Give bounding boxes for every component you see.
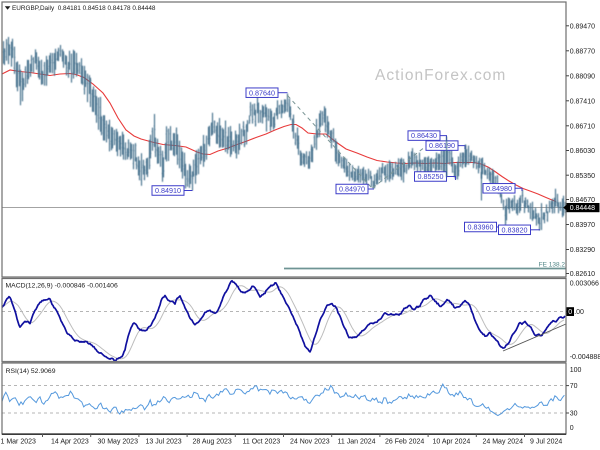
svg-text:70: 70 [570,383,578,390]
svg-text:26 Feb 2024: 26 Feb 2024 [385,439,424,446]
svg-text:RSI(14) 52.9069: RSI(14) 52.9069 [6,368,56,375]
svg-text:0.82610: 0.82610 [570,271,595,278]
svg-text:MACD(12,26,9) -0.000846 -0.001: MACD(12,26,9) -0.000846 -0.001406 [6,282,118,289]
svg-text:0.86190: 0.86190 [429,141,455,150]
svg-text:0.84448: 0.84448 [570,205,595,212]
svg-text:0.87410: 0.87410 [570,98,595,105]
svg-text:0.84910: 0.84910 [155,186,181,195]
svg-text:0: 0 [570,425,574,432]
svg-text:11 Jan 2024: 11 Jan 2024 [338,439,376,446]
svg-text:0.89470: 0.89470 [570,23,595,30]
svg-text:0.85250: 0.85250 [418,172,444,181]
svg-text:14 Apr 2023: 14 Apr 2023 [51,439,89,446]
svg-text:1 Mar 2023: 1 Mar 2023 [1,439,37,446]
svg-text:0.88090: 0.88090 [570,73,595,80]
svg-text:0.87640: 0.87640 [249,88,275,97]
svg-text:24 May 2024: 24 May 2024 [483,439,524,446]
svg-text:30 May 2023: 30 May 2023 [98,439,139,446]
svg-text:11 Oct 2023: 11 Oct 2023 [243,439,281,446]
svg-text:28 Aug 2023: 28 Aug 2023 [193,439,232,446]
svg-text:13 Jul 2023: 13 Jul 2023 [146,439,182,446]
svg-text:24 Nov 2023: 24 Nov 2023 [290,439,330,446]
svg-text:0: 0 [568,309,572,316]
svg-text:0.83960: 0.83960 [468,223,494,232]
svg-text:100: 100 [570,367,582,374]
svg-text:0.86030: 0.86030 [570,148,595,155]
svg-text:0.86430: 0.86430 [411,131,437,140]
svg-text:9 Jul 2024: 9 Jul 2024 [530,439,562,446]
svg-text:0.86710: 0.86710 [570,123,595,130]
svg-text:0.84670: 0.84670 [570,197,595,204]
svg-text:0.83820: 0.83820 [502,225,528,234]
svg-text:ActionForex.com: ActionForex.com [375,67,506,84]
svg-text:FE 138.2: FE 138.2 [539,261,566,268]
svg-text:0.003066: 0.003066 [570,280,599,287]
svg-text:30: 30 [570,411,578,418]
svg-text:0.85350: 0.85350 [570,173,595,180]
svg-text:10 Apr 2024: 10 Apr 2024 [433,439,471,446]
svg-text:0.83290: 0.83290 [570,247,595,254]
svg-text:0.83970: 0.83970 [570,222,595,229]
svg-text:EURGBP,Daily 0.84181 0.84518: EURGBP,Daily 0.84181 0.84518 0.84178 0.8… [12,5,156,12]
svg-text:0.84980: 0.84980 [486,184,512,193]
svg-text:.00: .00 [574,309,584,316]
svg-text:0.84970: 0.84970 [339,185,365,194]
svg-text:0.88770: 0.88770 [570,48,595,55]
svg-text:-0.004888: -0.004888 [570,354,600,361]
